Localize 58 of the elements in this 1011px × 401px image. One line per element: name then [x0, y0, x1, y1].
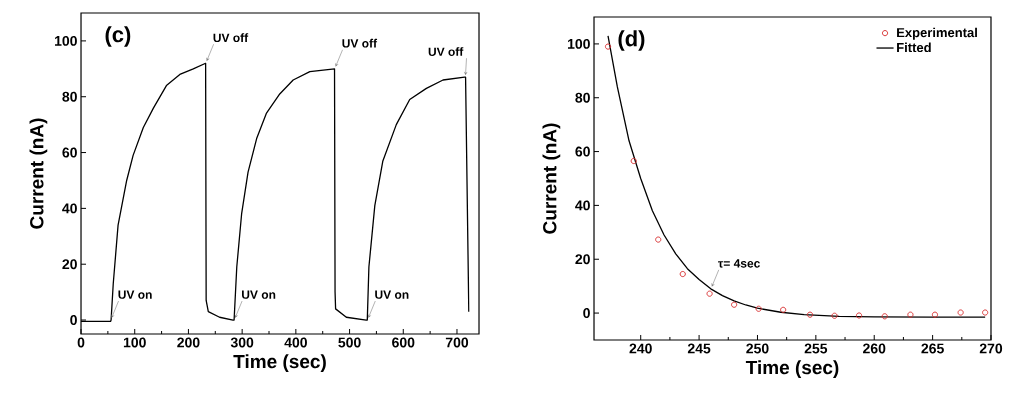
y-tick-label: 40	[575, 200, 590, 211]
x-tick-label: 0	[77, 337, 85, 348]
annotation: UV on	[375, 290, 409, 299]
annotation: UV off	[428, 47, 464, 56]
point	[755, 305, 762, 312]
x-tick-label: 250	[746, 343, 769, 354]
x-tick-label: 245	[687, 343, 711, 354]
y-tick-label: 0	[70, 315, 77, 325]
point	[780, 306, 787, 313]
y-tick-label: 60	[62, 147, 77, 158]
annotation: UV off	[342, 38, 378, 48]
point	[731, 301, 738, 308]
point	[655, 236, 662, 243]
x-tick-label: 100	[123, 337, 146, 348]
point	[931, 311, 938, 318]
annotation: τ= 4sec	[718, 259, 760, 268]
y-axis-title: Current (nA)	[542, 123, 561, 234]
y-tick-label: 80	[575, 92, 590, 103]
y-tick-label: 0	[583, 308, 590, 319]
x-tick-label: 200	[177, 337, 200, 348]
annotation: (d)	[618, 30, 645, 51]
annotation: UV on	[242, 290, 276, 299]
legend-label: Experimental	[897, 27, 977, 40]
annotation: (c)	[105, 26, 131, 47]
y-tick-label: 20	[62, 259, 77, 270]
x-axis-title: Time (sec)	[233, 354, 326, 373]
x-axis-title: Time (sec)	[745, 360, 839, 378]
point	[982, 309, 989, 316]
point	[881, 313, 888, 320]
y-tick-label: 100	[567, 38, 590, 49]
x-tick-label: 265	[921, 343, 944, 354]
point	[831, 312, 838, 319]
point	[856, 312, 863, 319]
point	[630, 157, 637, 165]
x-tick-label: 270	[979, 343, 1003, 354]
point	[679, 270, 686, 278]
point	[706, 290, 713, 297]
x-tick-label: 600	[392, 337, 415, 348]
y-tick-label: 40	[62, 203, 77, 214]
x-tick-label: 260	[863, 343, 886, 354]
y-axis-title: Current (nA)	[29, 118, 48, 229]
point	[604, 43, 612, 50]
x-tick-label: 255	[804, 343, 828, 354]
legend-label: Fitted	[897, 42, 931, 53]
point	[957, 309, 964, 316]
point	[907, 311, 914, 318]
y-tick-label: 20	[575, 254, 590, 265]
annotation: UV on	[118, 290, 152, 299]
y-tick-label: 100	[55, 35, 77, 46]
x-tick-label: 700	[445, 337, 469, 348]
x-tick-label: 240	[629, 343, 652, 354]
y-tick-label: 60	[575, 146, 590, 157]
x-tick-label: 300	[230, 337, 254, 348]
y-tick-label: 80	[62, 91, 77, 102]
annotation: UV off	[213, 33, 249, 43]
x-tick-label: 500	[338, 337, 361, 348]
x-tick-label: 400	[284, 337, 307, 348]
point	[806, 311, 814, 318]
